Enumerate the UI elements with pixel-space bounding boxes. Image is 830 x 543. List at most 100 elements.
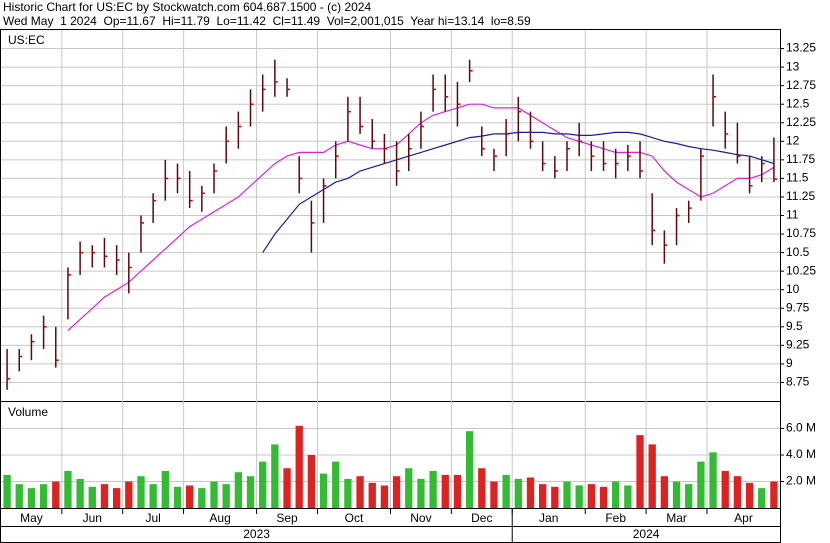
- volume-bar: [648, 444, 656, 508]
- y-tick-label: 8.75: [786, 375, 810, 389]
- y-tick-label: 6.0 M: [786, 421, 816, 435]
- volume-bar: [636, 435, 644, 508]
- volume-bar: [685, 484, 693, 508]
- volume-bar: [538, 484, 547, 508]
- volume-bar: [173, 486, 182, 508]
- volume-bar: [563, 481, 571, 508]
- volume-bar: [149, 484, 157, 508]
- volume-bar: [575, 485, 583, 508]
- volume-bar: [52, 481, 60, 508]
- x-tick-label: Nov: [410, 511, 431, 525]
- chart-subtitle: Wed May 1 2024 Op=11.67 Hi=11.79 Lo=11.4…: [3, 14, 531, 28]
- volume-bar: [721, 470, 729, 508]
- volume-bar: [283, 468, 291, 508]
- volume-bar: [332, 461, 340, 508]
- volume-bar: [137, 476, 145, 508]
- volume-bar: [100, 484, 109, 508]
- y-tick-label: 4.0 M: [786, 447, 816, 461]
- volume-bar: [319, 473, 328, 508]
- volume-bar: [745, 482, 754, 508]
- y-tick-label: 13.25: [786, 41, 816, 55]
- y-tick-label: 2.0 M: [786, 474, 816, 488]
- volume-bar: [672, 481, 681, 508]
- y-tick-label: 9: [786, 356, 793, 370]
- volume-bar: [599, 486, 608, 508]
- volume-bar: [551, 486, 559, 508]
- volume-bar: [27, 488, 36, 508]
- volume-bar: [64, 470, 72, 508]
- volume-bar: [441, 474, 449, 508]
- volume-bar: [88, 486, 96, 508]
- volume-bar: [733, 476, 742, 508]
- volume-bar: [417, 478, 425, 508]
- volume-bar: [526, 477, 535, 508]
- volume-bar: [125, 481, 133, 508]
- x-tick-label: Jan: [539, 511, 558, 525]
- volume-bar: [624, 485, 632, 508]
- volume-bar: [39, 484, 48, 508]
- volume-bar: [697, 461, 705, 508]
- x-tick-label: Dec: [471, 511, 492, 525]
- chart-title: Historic Chart for US:EC by Stockwatch.c…: [3, 0, 371, 14]
- volume-bar: [770, 481, 778, 508]
- x-tick-label: Aug: [209, 511, 230, 525]
- volume-bar: [161, 470, 169, 508]
- x-tick-label: Sep: [276, 511, 298, 525]
- y-tick-label: 10.5: [786, 245, 810, 259]
- volume-bar: [186, 485, 194, 508]
- year-label: 2024: [633, 527, 660, 541]
- y-tick-label: 9.5: [786, 319, 803, 333]
- x-tick-label: Jun: [83, 511, 102, 525]
- volume-bar: [234, 472, 243, 508]
- volume-bar: [76, 478, 84, 508]
- y-tick-label: 9.75: [786, 300, 810, 314]
- volume-bar: [222, 484, 230, 508]
- volume-bar: [478, 468, 486, 508]
- volume-bar: [465, 431, 474, 508]
- y-tick-label: 11.25: [786, 189, 815, 203]
- x-tick-label: Apr: [734, 511, 753, 525]
- y-tick-label: 11.75: [786, 152, 815, 166]
- volume-bar: [112, 488, 121, 508]
- volume-bar: [429, 470, 437, 508]
- volume-bar: [271, 444, 279, 508]
- x-tick-label: Feb: [605, 511, 626, 525]
- volume-bar: [502, 474, 510, 508]
- y-tick-label: 10: [786, 282, 800, 296]
- y-tick-label: 12.5: [786, 96, 810, 110]
- volume-bar: [15, 484, 23, 508]
- volume-bar: [453, 474, 462, 508]
- volume-bar: [259, 461, 267, 508]
- volume-bar: [380, 485, 389, 508]
- volume-bar: [758, 488, 766, 508]
- y-tick-label: 12: [786, 133, 800, 147]
- year-label: 2023: [243, 527, 270, 541]
- volume-bar: [392, 476, 401, 508]
- x-tick-label: Mar: [666, 511, 687, 525]
- volume-bar: [295, 425, 303, 508]
- y-tick-label: 10.75: [786, 226, 816, 240]
- volume-bar: [307, 455, 316, 508]
- y-tick-label: 12.75: [786, 78, 816, 92]
- y-tick-label: 11.5: [786, 171, 809, 185]
- volume-bar: [709, 452, 717, 508]
- y-tick-label: 12.25: [786, 115, 816, 129]
- x-tick-label: Jul: [145, 511, 160, 525]
- volume-bar: [246, 476, 255, 508]
- y-tick-label: 11: [786, 208, 799, 222]
- volume-bar: [344, 478, 352, 508]
- symbol-label: US:EC: [8, 33, 45, 47]
- volume-bar: [490, 481, 498, 508]
- volume-bar: [210, 481, 218, 508]
- volume-label: Volume: [8, 405, 48, 419]
- x-tick-label: Oct: [345, 511, 364, 525]
- volume-bar: [612, 481, 620, 508]
- volume-bar: [368, 482, 376, 508]
- volume-bar: [3, 474, 11, 508]
- y-tick-label: 10.25: [786, 263, 816, 277]
- volume-bar: [514, 478, 522, 508]
- x-tick-label: May: [20, 511, 43, 525]
- volume-bar: [198, 488, 206, 508]
- volume-bar: [660, 476, 669, 508]
